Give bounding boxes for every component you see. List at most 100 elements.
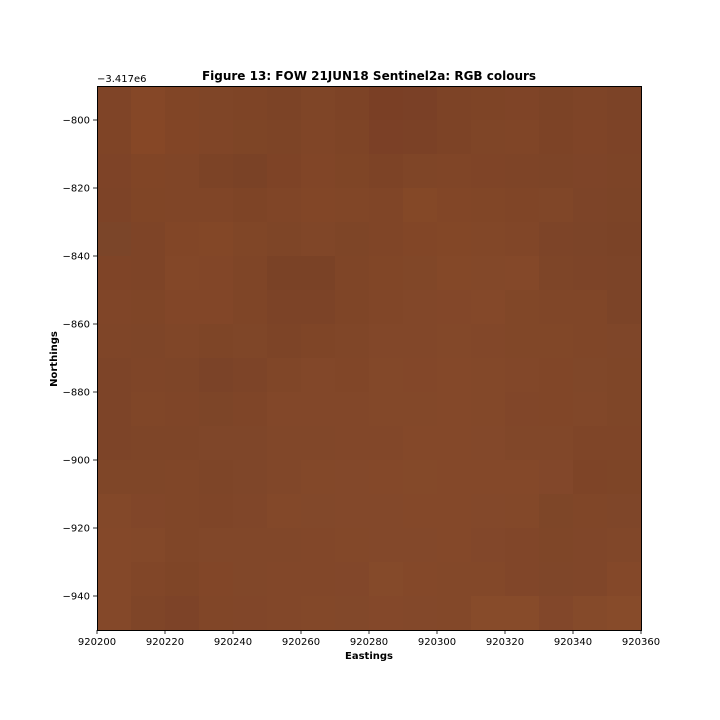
raster-cell [437,494,472,529]
raster-cell [233,392,268,427]
raster-cell [233,256,268,291]
raster-cell [471,86,506,121]
raster-cell [199,324,234,359]
raster-cell [573,426,608,461]
raster-cell [403,120,438,155]
x-tick-label: 920260 [282,637,320,648]
raster-cell [267,460,302,495]
raster-cell [539,86,574,121]
raster-cell [539,324,574,359]
raster-cell [369,290,404,325]
raster-cell [199,256,234,291]
raster-cell [471,324,506,359]
raster-cell [403,426,438,461]
raster-cell [97,562,132,597]
y-axis-label: Northings [49,331,60,387]
raster-cell [369,120,404,155]
raster-cell [539,154,574,189]
raster-cell [573,222,608,257]
raster-cell [505,358,540,393]
raster-cell [335,392,370,427]
raster-cell [403,154,438,189]
raster-cell [573,528,608,563]
raster-cell [505,596,540,631]
raster-cell [471,290,506,325]
chart-title: Figure 13: FOW 21JUN18 Sentinel2a: RGB c… [202,69,536,83]
raster-cell [233,494,268,529]
raster-cell [233,290,268,325]
raster-cell [97,494,132,529]
raster-cell [573,154,608,189]
raster-cell [199,358,234,393]
raster-cell [437,426,472,461]
raster-cell [199,154,234,189]
raster-cell [131,494,166,529]
raster-cell [471,120,506,155]
raster-cell [165,324,200,359]
raster-cell [369,222,404,257]
raster-cell [471,528,506,563]
raster-cell [369,494,404,529]
raster-cell [335,324,370,359]
raster-cell [539,494,574,529]
raster-cell [97,86,132,121]
raster-cell [301,392,336,427]
x-tick-label: 920360 [622,637,660,648]
raster-cell [539,562,574,597]
raster-cell [539,188,574,223]
y-tick-label: −920 [63,524,90,535]
raster-cell [233,596,268,631]
raster-cell [199,86,234,121]
raster-cell [267,290,302,325]
x-tick-label: 920280 [350,637,388,648]
raster-cell [437,358,472,393]
raster-cell [437,562,472,597]
raster-cell [233,562,268,597]
x-tick-label: 920200 [78,637,116,648]
raster-cell [301,290,336,325]
raster-cell [607,392,642,427]
raster-cell [335,596,370,631]
raster-cell [165,460,200,495]
raster-cell [437,222,472,257]
raster-cell [573,562,608,597]
raster-cell [233,86,268,121]
raster-cell [165,222,200,257]
raster-cell [607,596,642,631]
y-tick-label: −900 [63,456,90,467]
raster-cell [199,290,234,325]
raster-cell [471,256,506,291]
raster-cell [471,392,506,427]
raster-cell [505,222,540,257]
raster-cell [505,188,540,223]
raster-cell [97,120,132,155]
raster-cell [607,358,642,393]
y-tick-label: −880 [63,388,90,399]
raster-cell [165,528,200,563]
raster-cell [233,154,268,189]
raster-cell [301,188,336,223]
raster-cell [573,494,608,529]
raster-cell [403,256,438,291]
raster-cell [573,290,608,325]
raster-cell [97,188,132,223]
raster-cell [335,562,370,597]
raster-cell [97,290,132,325]
raster-cell [97,222,132,257]
raster-cell [267,358,302,393]
raster-cell [471,154,506,189]
x-tick-label: 920300 [418,637,456,648]
raster-cell [267,154,302,189]
raster-cell [97,596,132,631]
raster-cell [437,324,472,359]
raster-cell [403,494,438,529]
raster-cell [165,154,200,189]
raster-cell [573,324,608,359]
raster-cell [267,222,302,257]
raster-cell [505,494,540,529]
raster-cell [97,154,132,189]
raster-cell [437,528,472,563]
raster-cell [369,596,404,631]
raster-cell [267,596,302,631]
raster-cell [539,358,574,393]
